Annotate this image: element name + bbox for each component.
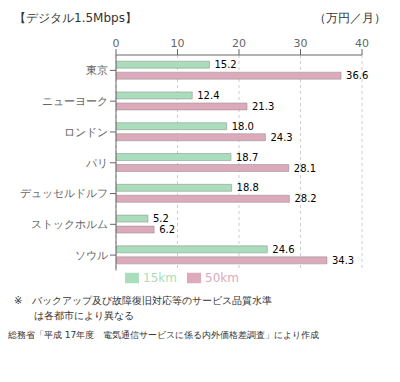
html-text:総務省「平成 17年度 電気通信サービスに係る内外価格差調査: 総務省「平成 17年度 電気通信サービスに係る内外価格差調査」により作成 [8,330,320,340]
svg-text:21.3: 21.3 [252,101,274,112]
html-text:15km: 15km [143,270,177,285]
svg-text:18.8: 18.8 [237,182,259,193]
svg-text:東京: 東京 [86,64,108,77]
svg-text:20: 20 [232,37,246,50]
svg-text:18.7: 18.7 [236,152,258,163]
svg-text:36.6: 36.6 [346,70,368,81]
svg-text:18.0: 18.0 [232,121,254,132]
svg-text:ロンドン: ロンドン [64,126,108,139]
html-text:※ バックアップ及び故障復旧対応等のサービス品質水準: ※ バックアップ及び故障復旧対応等のサービス品質水準 [14,295,273,306]
svg-text:24.3: 24.3 [270,132,292,143]
svg-text:24.6: 24.6 [272,244,294,255]
svg-text:12.4: 12.4 [197,90,219,101]
svg-text:15.2: 15.2 [214,59,236,70]
html-text:50km: 50km [205,270,239,285]
svg-text:ソウル: ソウル [75,249,108,262]
svg-text:ニューヨーク: ニューヨーク [42,95,108,108]
svg-text:28.2: 28.2 [294,193,316,204]
svg-text:ストックホルム: ストックホルム [31,218,108,231]
html-text:（万円／月）: （万円／月） [314,11,386,25]
svg-text:28.1: 28.1 [294,163,316,174]
html-text:【デジタル1.5Mbps】: 【デジタル1.5Mbps】 [14,11,137,25]
svg-text:0: 0 [113,37,120,50]
html-text:は各都市により異なる: は各都市により異なる [14,310,134,321]
svg-text:34.3: 34.3 [332,255,354,266]
svg-text:5.2: 5.2 [153,213,169,224]
svg-text:パリ: パリ [85,157,108,170]
svg-text:40: 40 [355,37,369,50]
svg-text:10: 10 [171,37,185,50]
svg-text:6.2: 6.2 [159,224,175,235]
svg-text:デュッセルドルフ: デュッセルドルフ [20,187,108,200]
svg-text:30: 30 [294,37,308,50]
